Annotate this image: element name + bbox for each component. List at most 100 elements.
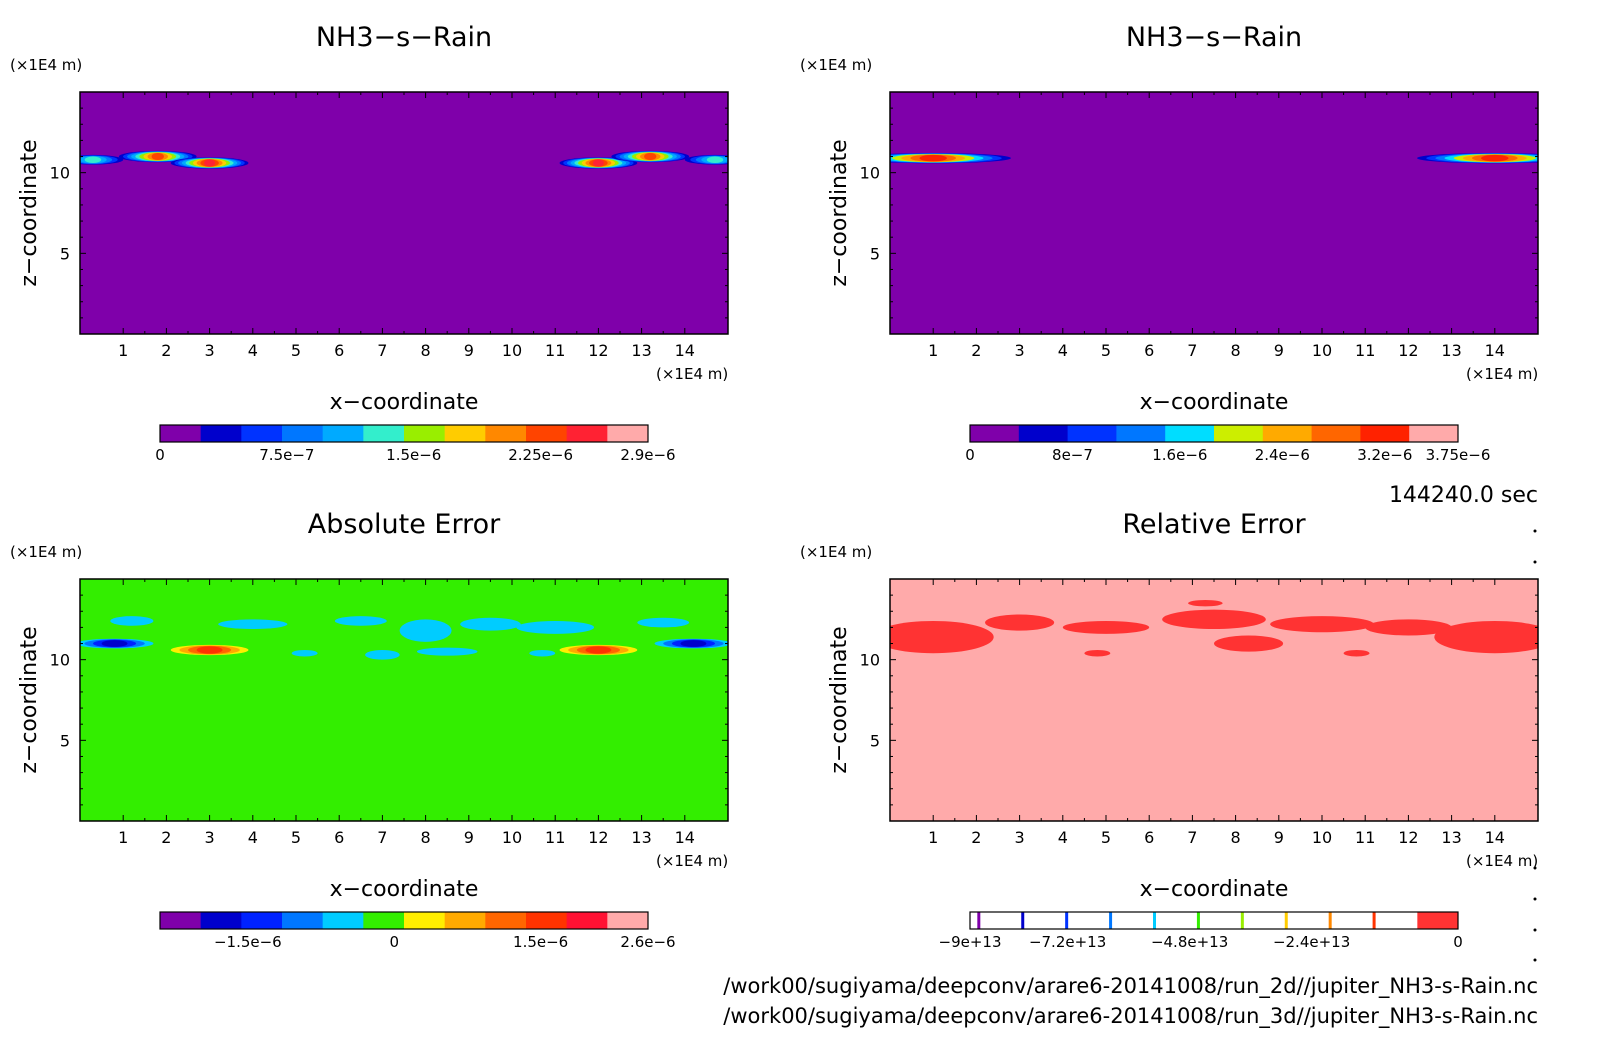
panel-title: NH3−s−Rain [1126, 22, 1302, 53]
contour-level [151, 153, 164, 161]
contour-blob [1214, 635, 1284, 652]
colorbar-segment [1295, 912, 1337, 929]
y-axis-label: z−coordinate [827, 626, 852, 773]
y-unit-label: (×1E4 m) [800, 56, 872, 74]
file-path-3d: /work00/sugiyama/deepconv/arare6-2014100… [723, 1004, 1538, 1029]
colorbar-segment [322, 425, 364, 442]
colorbar-line [1372, 912, 1376, 929]
colorbar-label: 0 [389, 933, 399, 951]
x-tick-label: 8 [421, 341, 431, 360]
colorbar-label: 1.6e−6 [1152, 446, 1207, 464]
colorbar-frame [969, 424, 1459, 443]
x-tick-label: 7 [1187, 828, 1197, 847]
contour-level [706, 156, 724, 164]
x-tick-label: 10 [502, 341, 522, 360]
colorbar-segment [1360, 425, 1410, 442]
x-tick-label: 13 [631, 828, 651, 847]
colorbar-frame [969, 911, 1459, 930]
x-tick-label: 10 [502, 828, 522, 847]
x-tick-label: 12 [1398, 828, 1418, 847]
x-tick-label: 12 [588, 828, 608, 847]
contour-blob [985, 614, 1055, 631]
colorbar-frame [159, 424, 649, 443]
colorbar-segment [1173, 912, 1215, 929]
x-axis-label: x−coordinate [330, 877, 479, 902]
contour-blob [1270, 616, 1374, 633]
colorbar-segment [404, 912, 446, 929]
contour-blob [1062, 620, 1150, 634]
x-tick-label: 4 [1058, 828, 1068, 847]
x-tick-label: 7 [1187, 341, 1197, 360]
colorbar-segment [200, 912, 242, 929]
colorbar-segment [1010, 912, 1052, 929]
y-tick-label: 5 [60, 731, 70, 750]
x-tick-label: 6 [1144, 341, 1154, 360]
x-tick-label: 11 [545, 341, 565, 360]
colorbar-line [1065, 912, 1069, 929]
contour-blob [291, 649, 318, 657]
contour-level [680, 640, 707, 647]
colorbar-label: 3.75e−6 [1426, 446, 1491, 464]
colorbar-segment [241, 425, 283, 442]
x-tick-label: 4 [248, 341, 258, 360]
colorbar-label: −9e+13 [939, 933, 1002, 951]
contour-level [592, 159, 604, 167]
contour-level [585, 646, 612, 654]
x-tick-label: 11 [1355, 341, 1375, 360]
colorbar-frame [159, 911, 649, 930]
contour-blob [460, 617, 521, 631]
contour-blob [1343, 649, 1370, 657]
colorbar-segment [1376, 912, 1418, 929]
contour-blob [1162, 609, 1266, 630]
x-tick-label: 2 [971, 341, 981, 360]
x-tick-label: 10 [1312, 341, 1332, 360]
x-unit-label: (×1E4 m) [656, 852, 728, 870]
colorbar-segment [1214, 912, 1256, 929]
contour-level [1481, 154, 1509, 162]
colorbar-segment [526, 425, 568, 442]
y-axis-label: z−coordinate [17, 139, 42, 286]
colorbar-segment [1116, 425, 1166, 442]
colorbar-segment [485, 425, 527, 442]
x-tick-label: 2 [161, 828, 171, 847]
x-tick-label: 3 [205, 341, 215, 360]
x-tick-label: 3 [1015, 828, 1025, 847]
plot-area [890, 92, 1538, 334]
colorbar-segment [1336, 912, 1378, 929]
colorbar-line [1328, 912, 1332, 929]
x-axis-label: x−coordinate [330, 390, 479, 415]
colorbar-label: 0 [1453, 933, 1463, 951]
contour-level [101, 640, 128, 647]
x-tick-label: 13 [1441, 828, 1461, 847]
colorbar-line [977, 912, 981, 929]
colorbar-segment [607, 912, 649, 929]
x-tick-label: 13 [1441, 341, 1461, 360]
x-tick-label: 12 [588, 341, 608, 360]
x-tick-label: 9 [1274, 341, 1284, 360]
x-tick-label: 9 [464, 341, 474, 360]
contour-level [919, 154, 947, 162]
y-tick-label: 10 [860, 651, 880, 670]
colorbar-line [1021, 912, 1025, 929]
colorbar-segment [282, 425, 324, 442]
plot-background [80, 579, 728, 821]
file-path-2d: /work00/sugiyama/deepconv/arare6-2014100… [723, 974, 1538, 999]
x-tick-label: 4 [248, 828, 258, 847]
y-tick-label: 10 [50, 164, 70, 183]
colorbar: 0 7.5e−7 1.5e−6 2.25e−6 2.9e−6 [155, 424, 676, 464]
colorbar-label: −4.8e+13 [1151, 933, 1228, 951]
x-tick-label: 14 [1485, 828, 1505, 847]
x-tick-label: 3 [205, 828, 215, 847]
y-tick-label: 10 [860, 164, 880, 183]
colorbar-segment [1409, 425, 1459, 442]
colorbar-segment [485, 912, 527, 929]
x-tick-label: 6 [334, 828, 344, 847]
x-tick-label: 5 [1101, 828, 1111, 847]
x-tick-label: 8 [1231, 828, 1241, 847]
contour-blob [516, 620, 595, 634]
colorbar-segment [241, 912, 283, 929]
colorbar-segment [363, 912, 405, 929]
colorbar-segment [566, 425, 608, 442]
colorbar-line [1284, 912, 1288, 929]
